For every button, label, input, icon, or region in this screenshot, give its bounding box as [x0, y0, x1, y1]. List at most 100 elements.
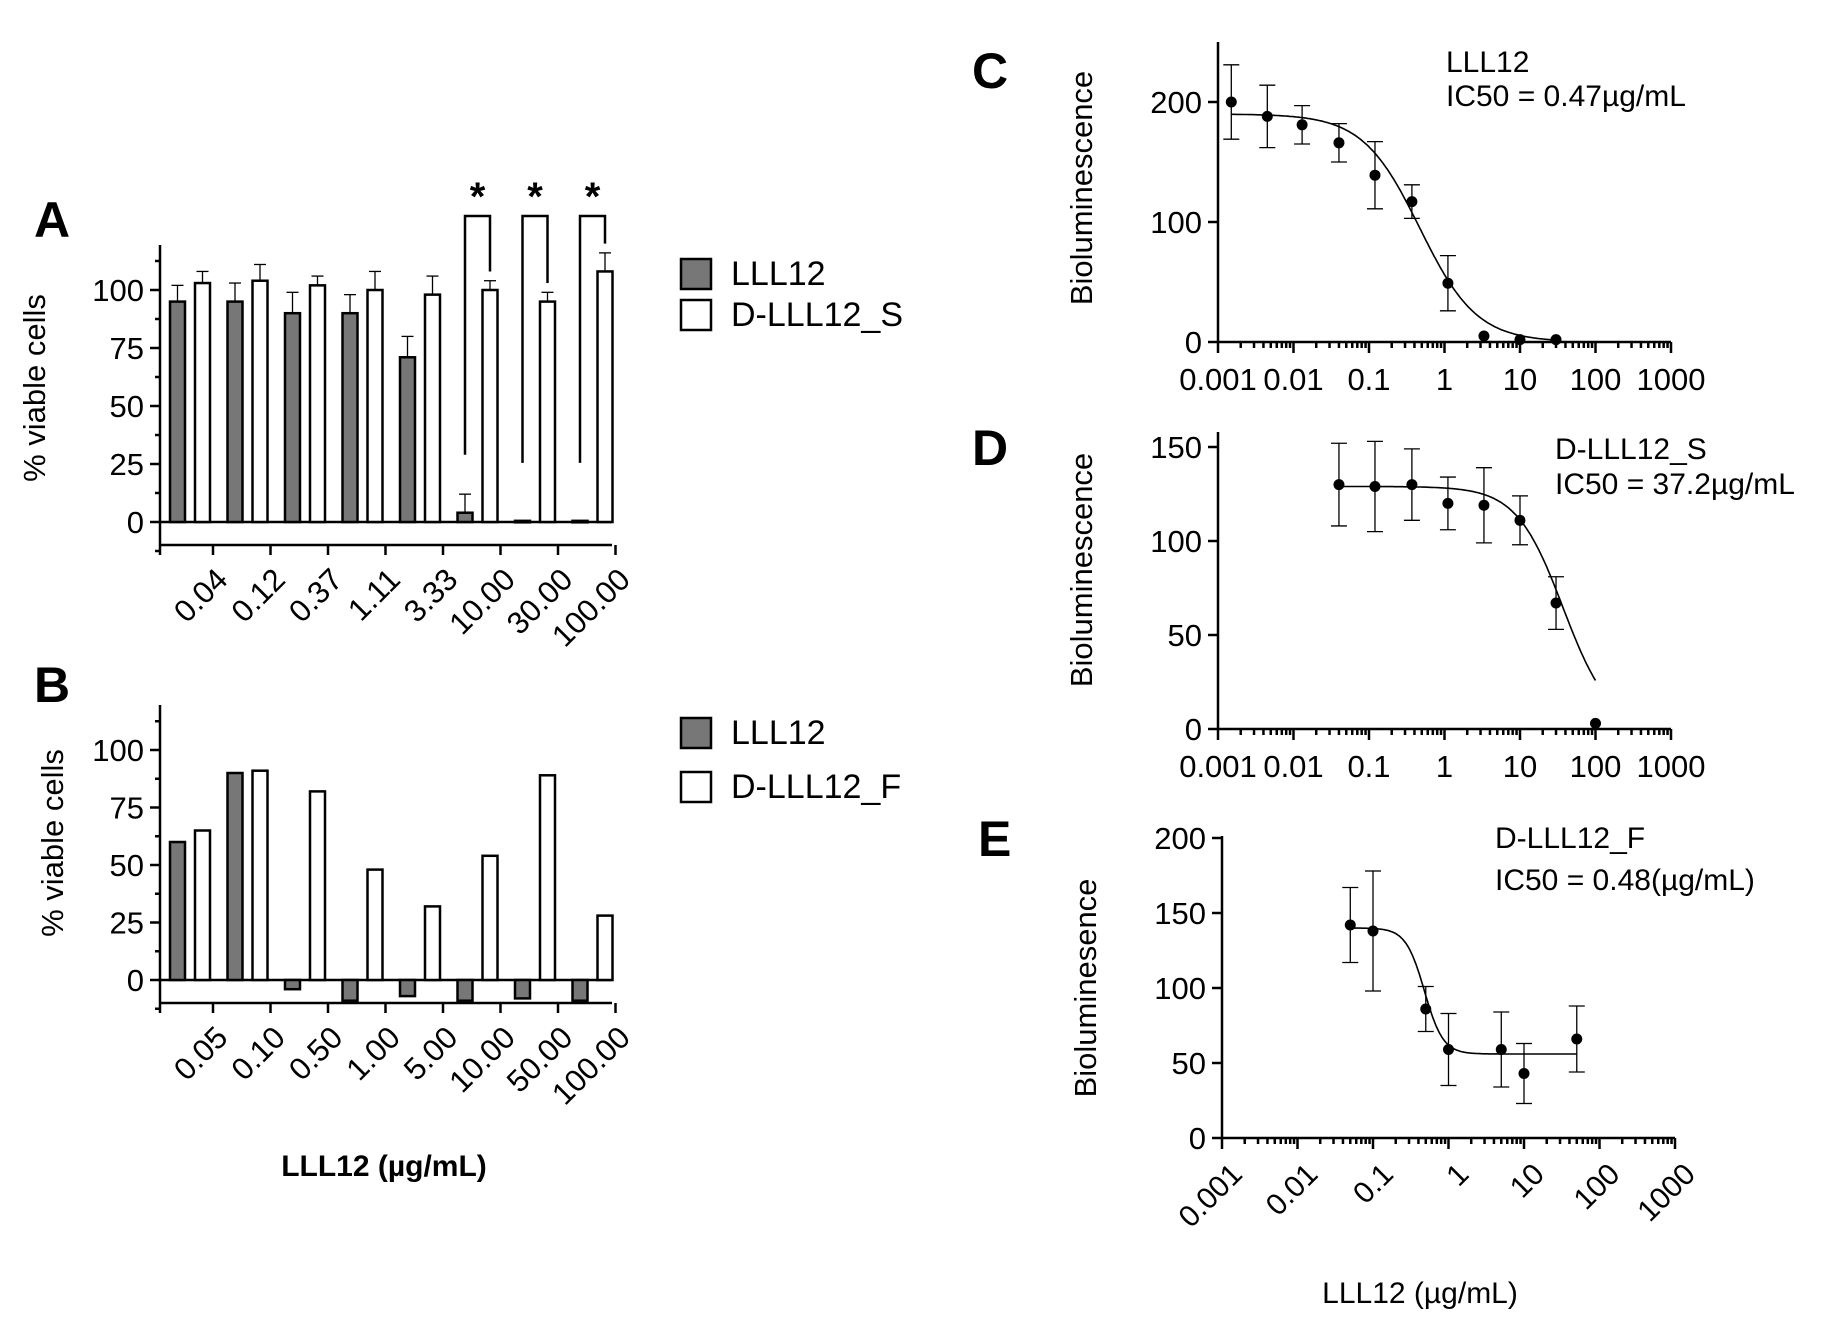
y-tick-label: 150	[1150, 430, 1202, 465]
bar-lll12	[571, 978, 589, 1002]
bar-comparison	[366, 868, 384, 982]
panel-a-y-ticks: 0 25 50 75 100	[92, 259, 160, 553]
significance-star: *	[585, 175, 601, 219]
x-tick-label: 0.12	[224, 562, 291, 629]
bar-lll12	[226, 300, 244, 524]
x-tick-label: 1000	[1631, 1158, 1702, 1229]
bar-comparison	[481, 288, 499, 524]
panel-e: E Bioluminesence 0 50 100 150 200 0.001 0.01 0.…	[978, 811, 1755, 1310]
x-tick-label: 1000	[1637, 749, 1706, 784]
data-point	[1514, 514, 1526, 526]
x-tick-label: 1	[1436, 362, 1453, 397]
x-tick-label: 0.01	[1263, 362, 1323, 397]
panel-a-bars	[168, 252, 614, 524]
legend-swatch-filled	[679, 716, 713, 750]
bar-lll12	[168, 840, 187, 982]
y-tick-label: 100	[92, 733, 144, 768]
panel-e-letter: E	[978, 811, 1011, 867]
y-tick-label: 100	[1150, 205, 1202, 240]
data-point	[1514, 334, 1526, 346]
panel-a-legend: LLL12 D-LLL12_S	[679, 255, 903, 334]
legend-label-d-lll12-f: D-LLL12_F	[731, 768, 901, 806]
significance-star: *	[470, 175, 486, 219]
data-point	[1225, 96, 1237, 108]
x-tick-label: 0.001	[1179, 362, 1257, 397]
bar-comparison	[366, 288, 384, 524]
panel-e-annotation-ic50: IC50 = 0.48(µg/mL)	[1495, 864, 1755, 897]
x-tick-label: 0.01	[1260, 1158, 1325, 1223]
y-tick-label: 100	[1150, 524, 1202, 559]
x-tick-label: 10.00	[442, 562, 522, 642]
y-tick-label: 100	[92, 273, 144, 308]
data-point	[1344, 919, 1356, 931]
data-point	[1478, 499, 1490, 511]
significance-bracket	[463, 214, 492, 455]
significance-bracket	[521, 214, 549, 463]
bar-comparison	[251, 769, 269, 982]
panel-d-letter: D	[972, 420, 1008, 476]
y-tick-label: 25	[110, 906, 144, 941]
x-tick-label: 100	[1570, 362, 1622, 397]
x-tick-label: 0.50	[282, 1020, 349, 1087]
x-tick-label: 0.05	[167, 1020, 234, 1087]
panel-c-letter: C	[972, 43, 1008, 99]
y-tick-label: 50	[110, 389, 144, 424]
x-tick-label: 10	[1503, 749, 1537, 784]
data-point	[1442, 277, 1454, 289]
fit-curve	[1231, 113, 1557, 341]
x-tick-label: 0.37	[282, 562, 349, 629]
legend-swatch-filled	[679, 257, 713, 291]
bar-lll12	[456, 511, 474, 524]
data-point	[1590, 717, 1601, 729]
panel-b-y-axis-label: % viable cells	[35, 749, 70, 937]
bar-comparison	[481, 854, 499, 982]
panel-c-annotation-name: LLL12	[1446, 46, 1529, 79]
bar-comparison	[538, 774, 557, 982]
data-point	[1369, 169, 1381, 181]
panel-e-annotation-name: D-LLL12_F	[1495, 822, 1645, 855]
panel-c: C Bioluminescence 0 100 200 0.001 0.01 0.1 1 10…	[972, 42, 1705, 397]
data-point	[1518, 1068, 1530, 1079]
data-point	[1406, 479, 1418, 491]
x-tick-label: 100	[1570, 749, 1622, 784]
bar-comparison	[423, 293, 442, 524]
panel-c-y-axis-label: Bioluminescence	[1064, 71, 1099, 305]
bar-comparison	[193, 829, 212, 982]
panel-b: B % viable cells 0 25 50 75 100 0.050.100.50…	[34, 657, 901, 1183]
y-tick-label: 25	[110, 447, 144, 482]
bar-lll12	[513, 978, 532, 1000]
x-tick-label: 1000	[1637, 362, 1706, 397]
y-tick-label: 50	[1172, 1046, 1206, 1081]
x-tick-label: 0.001	[1172, 1158, 1248, 1234]
bar-comparison	[538, 300, 557, 524]
panel-a-y-axis-label: % viable cells	[17, 294, 52, 482]
y-tick-label: 100	[1154, 971, 1206, 1006]
x-tick-label: 1	[1440, 1158, 1475, 1193]
x-tick-label: 10	[1503, 362, 1537, 397]
panel-e-x-axis-title: LLL12 (µg/mL)	[1322, 1277, 1518, 1310]
data-point	[1442, 497, 1454, 509]
bar-lll12	[513, 519, 532, 524]
legend-swatch-open	[679, 770, 713, 804]
panel-a-significance: * * *	[463, 175, 607, 463]
x-tick-label: 1.00	[339, 1020, 406, 1087]
y-tick-label: 200	[1150, 85, 1202, 120]
panel-c-plot: 0 100 200 0.001 0.01 0.1 1 10 100 1000	[1150, 42, 1705, 397]
y-tick-label: 75	[110, 791, 144, 826]
x-tick-label: 0.1	[1347, 749, 1390, 784]
y-tick-label: 0	[127, 963, 144, 998]
y-tick-label: 150	[1154, 896, 1206, 931]
bar-comparison	[596, 270, 614, 524]
panel-d-annotation-name: D-LLL12_S	[1555, 433, 1707, 466]
y-tick-label: 200	[1154, 821, 1206, 856]
panel-d-annotation-ic50: IC50 = 37.2µg/mL	[1555, 468, 1795, 501]
x-tick-label: 0.04	[167, 562, 234, 629]
panel-b-x-axis-title: LLL12 (µg/mL)	[281, 1150, 487, 1183]
legend-swatch-open	[679, 298, 713, 332]
panel-a: A % viable cells 0 25 50 75 100 * * * 0.040.12…	[17, 175, 903, 653]
bar-lll12	[283, 311, 302, 524]
y-tick-label: 50	[1168, 618, 1202, 653]
data-point	[1367, 925, 1379, 937]
data-point	[1443, 1044, 1454, 1055]
